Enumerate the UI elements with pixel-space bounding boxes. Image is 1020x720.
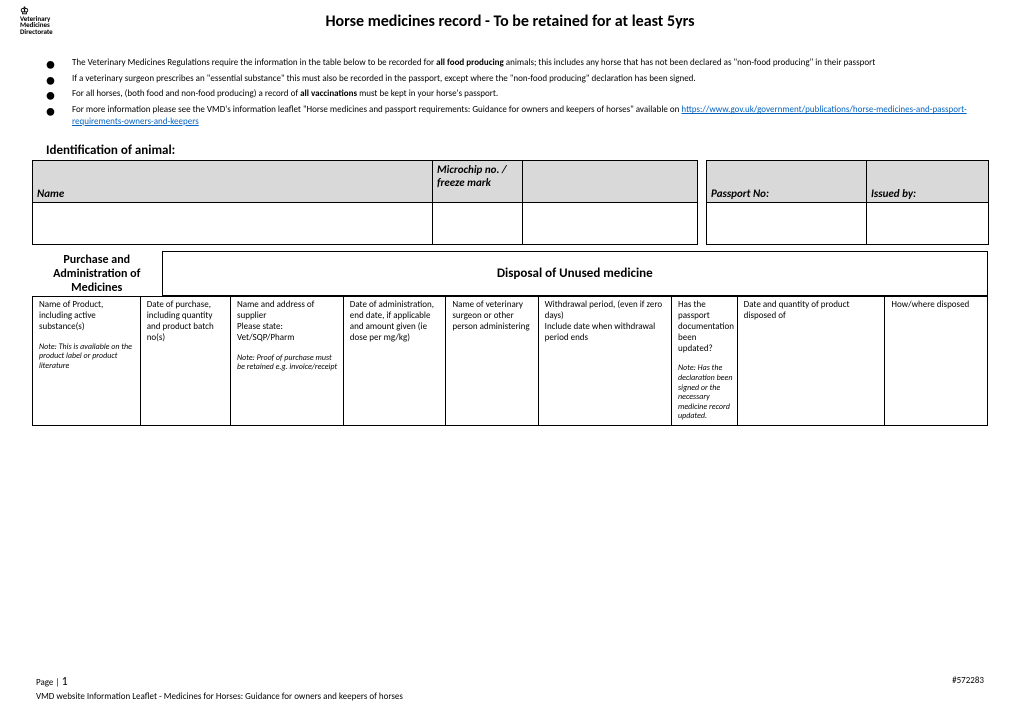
id-gap (698, 161, 707, 203)
bullet-4: For more information please see the VMD'… (46, 102, 988, 129)
id-gap2 (698, 203, 707, 245)
col-vet-name: Name of veterinary surgeon or other pers… (446, 297, 538, 426)
identification-table: Name Microchip no. / freeze mark Passpor… (32, 160, 989, 245)
intro-bullets: The Veterinary Medicines Regulations req… (46, 55, 988, 129)
col-supplier: Name and address of supplier Please stat… (230, 297, 343, 426)
page-footer: Page | 1 #572283 VMD website Information… (36, 675, 984, 702)
id-header-name: Name (33, 161, 433, 203)
id-header-issued: Issued by: (867, 161, 989, 203)
vmd-logo: ♔ Veterinary Medicines Directorate (20, 6, 53, 36)
medicines-columns-table: Name of Product, including active substa… (32, 296, 988, 426)
col-product: Name of Product, including active substa… (33, 297, 141, 426)
group-header-purchase: Purchase and Administration of Medicines (32, 252, 162, 296)
id-header-passport: Passport No: (707, 161, 867, 203)
id-cell-blank[interactable] (523, 203, 698, 245)
group-header-disposal: Disposal of Unused medicine (162, 252, 988, 296)
col-withdrawal: Withdrawal period, (even if zero days) I… (538, 297, 671, 426)
col-passport-updated: Has the passport documentation been upda… (672, 297, 738, 426)
id-header-empty1 (523, 161, 698, 203)
col-purchase-date: Date of purchase, including quantity and… (140, 297, 230, 426)
bullet-1: The Veterinary Medicines Regulations req… (46, 55, 988, 71)
identification-heading: Identification of animal: (46, 143, 988, 158)
bullet-3: For all horses, (both food and non-food … (46, 86, 988, 102)
bullet-2: If a veterinary surgeon prescribes an "e… (46, 71, 988, 87)
col-disposal-how: How/where disposed (885, 297, 988, 426)
page-title: Horse medicines record - To be retained … (32, 12, 988, 31)
id-cell-name[interactable] (33, 203, 433, 245)
id-cell-passport[interactable] (707, 203, 867, 245)
id-header-microchip: Microchip no. / freeze mark (433, 161, 523, 203)
col-disposal-date: Date and quantity of product disposed of (737, 297, 885, 426)
group-header-row: Purchase and Administration of Medicines… (32, 251, 988, 296)
col-admin-date: Date of administration, end date, if app… (343, 297, 446, 426)
id-cell-issued[interactable] (867, 203, 989, 245)
id-cell-microchip[interactable] (433, 203, 523, 245)
